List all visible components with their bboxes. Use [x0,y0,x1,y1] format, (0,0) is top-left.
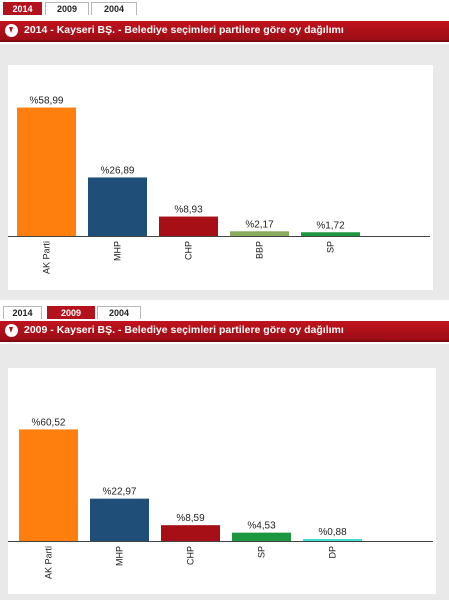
year-tabs: 2014 2009 2004 [0,304,449,320]
bar-value-label: %2,17 [245,219,274,230]
tab-2004[interactable]: 2004 [91,2,137,15]
tab-2014[interactable]: 2014 [3,306,42,319]
bar-chart-2014: %58,99 AK Parti %26,89 MHP %8,93 CHP %2,17 BBP%… [8,96,430,274]
x-tick-label: SP [257,546,267,558]
x-tick-label: CHP [184,241,194,260]
bar-sp [301,232,360,236]
chart-container: %60,52 AK Parti %22,97 MHP %8,59 CHP %4,53 SP %0… [0,344,449,600]
bar-value-label: %4,53 [247,521,276,532]
bar-mhp [88,177,147,236]
bar-ak-parti [17,107,76,236]
panel-2014: 2014 2009 2004 2014 - Kayseri BŞ. - Bele… [0,0,449,300]
tab-2004[interactable]: 2004 [97,306,141,319]
tab-2009[interactable]: 2009 [45,2,89,15]
bar-value-label: %60,52 [32,417,66,428]
x-tick-label: MHP [115,546,125,566]
bar-ak-parti [19,429,78,541]
x-tick-label: CHP [186,546,196,565]
bar-sp [232,532,291,541]
bar-chp [159,216,218,236]
x-tick-label: SP [326,241,336,253]
year-tabs: 2014 2009 2004 [0,0,449,16]
panel-2009: 2014 2009 2004 2009 - Kayseri BŞ. - Bele… [0,304,449,600]
bar-value-label: %26,89 [101,165,135,176]
chart-title: 2009 - Kayseri BŞ. - Belediye seçimleri … [24,324,344,336]
x-tick-label: BBP [255,241,265,259]
collapse-icon[interactable] [5,24,18,37]
chart-area: %58,99 AK Parti %26,89 MHP %8,93 CHP %2,17 BBP%… [8,65,433,290]
bar-value-label: %8,59 [176,513,205,524]
bar-value-label: %8,93 [174,205,203,216]
bar-chp [161,525,220,541]
tab-2009[interactable]: 2009 [47,306,95,319]
x-tick-label: AK Parti [42,241,52,274]
bar-mhp [90,498,149,541]
bar-dp [303,539,362,541]
x-tick-label: AK Parti [44,546,54,579]
chart-area: %60,52 AK Parti %22,97 MHP %8,59 CHP %4,53 SP %0… [8,368,436,594]
tab-2014[interactable]: 2014 [3,2,42,15]
x-tick-label: MHP [113,241,123,261]
bar-value-label: %0,88 [318,527,347,538]
chart-container: %58,99 AK Parti %26,89 MHP %8,93 CHP %2,17 BBP%… [0,44,449,300]
chart-header: 2014 - Kayseri BŞ. - Belediye seçimleri … [0,21,449,42]
bar-value-label: %58,99 [30,96,64,107]
x-tick-label: DP [328,546,338,559]
bar-bbp [230,231,289,236]
bar-chart-2009: %60,52 AK Parti %22,97 MHP %8,59 CHP %4,53 SP %0… [8,417,433,579]
collapse-icon[interactable] [5,324,18,337]
bar-value-label: %1,72 [316,220,345,231]
chart-title: 2014 - Kayseri BŞ. - Belediye seçimleri … [24,24,344,36]
chart-header: 2009 - Kayseri BŞ. - Belediye seçimleri … [0,321,449,342]
bar-value-label: %22,97 [103,487,137,498]
